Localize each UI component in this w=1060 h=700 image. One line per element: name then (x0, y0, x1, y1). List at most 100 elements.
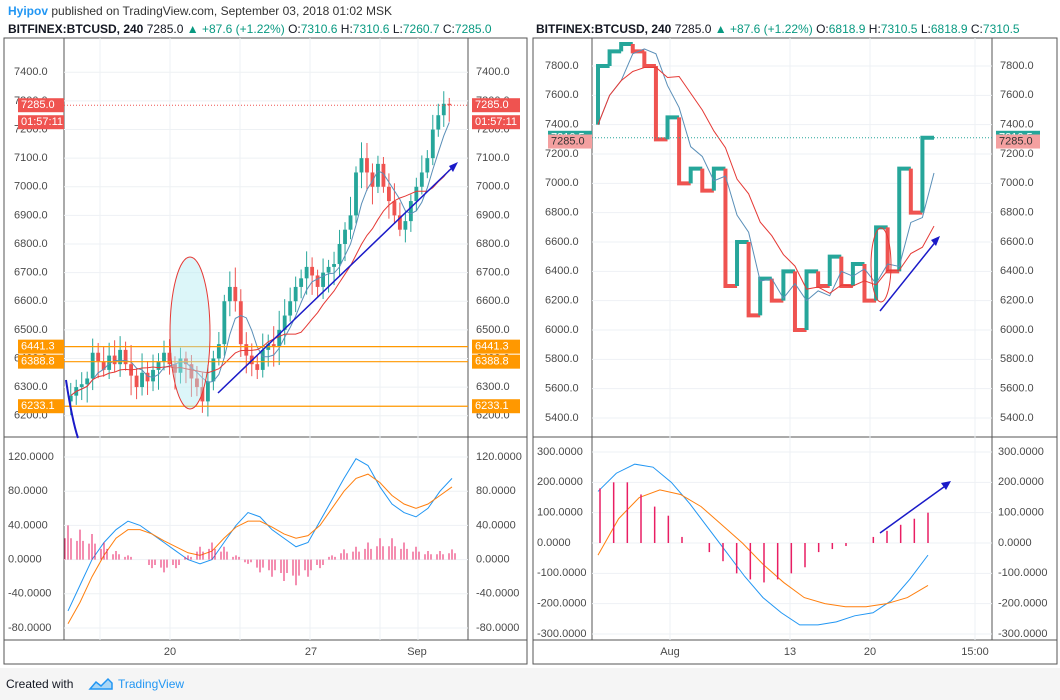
left-osc-tick-left: 40.0000 (8, 519, 48, 531)
renko-step (700, 168, 714, 193)
left-osc-tick-right: 40.0000 (476, 519, 516, 531)
candle-body (277, 329, 282, 348)
candle-body (156, 361, 161, 370)
candle-body (123, 349, 128, 365)
right-price-tick-right: 6400.0 (1000, 265, 1034, 277)
right-osc-main-line (597, 463, 929, 626)
left-price-tick-left: 6800.0 (14, 238, 48, 250)
left-price-pane[interactable] (64, 91, 468, 439)
right-low: 6818.9 (930, 22, 968, 36)
renko-step (607, 49, 622, 66)
candle-body (238, 301, 243, 345)
renko-step (827, 254, 842, 286)
left-price-tick-left: 6700.0 (14, 267, 48, 279)
right-fast-moving-average (597, 48, 935, 302)
candle-body (381, 163, 386, 187)
candle-body (386, 186, 391, 202)
right-osc-tick-left: -100.0000 (537, 567, 587, 579)
candle-body (96, 352, 101, 362)
left-osc-tick-right: -40.0000 (476, 588, 519, 600)
candle-body (376, 163, 380, 187)
right-symbol-header: BITFINEX:BTCUSD, 240 7285.0 ▲ +87.6 (+1.… (536, 22, 1020, 36)
left-level-tag-left-bg (18, 399, 64, 414)
left-price-tick-left: 6600.0 (14, 295, 48, 307)
right-price-tick-left: 6800.0 (545, 207, 579, 219)
right-price-pane[interactable] (592, 42, 992, 332)
candle-body (151, 369, 155, 382)
right-osc-tick-left: -200.0000 (537, 598, 587, 610)
right-last-price: 7285.0 (674, 22, 712, 36)
left-close: 7285.0 (454, 22, 492, 36)
right-last-tag-left: 7285.0 (551, 135, 585, 147)
candle-body (90, 352, 95, 379)
left-symbol[interactable]: BITFINEX:BTCUSD, 240 (8, 22, 144, 36)
candle-body (304, 266, 309, 279)
left-price-tick-left: 6500.0 (14, 324, 48, 336)
candle-body (337, 244, 342, 265)
candle-body (162, 352, 166, 362)
left-level-tag-right: 6233.1 (475, 400, 509, 412)
candle-body (403, 221, 408, 230)
right-price-tick-right: 6000.0 (1000, 324, 1034, 336)
candle-body (167, 352, 172, 365)
osc-main-line (67, 458, 453, 612)
renko-step (792, 271, 807, 332)
highlight-ellipse (169, 256, 211, 410)
candle-body (260, 349, 265, 370)
candle-body (332, 264, 336, 267)
right-oscillator-pane[interactable] (597, 463, 951, 626)
left-countdown-tag-right: 01:57:11 (475, 116, 517, 128)
renko-step (885, 227, 900, 274)
right-last-tag-right: 7285.0 (999, 135, 1033, 147)
candle-body (436, 115, 441, 130)
left-osc-tick-left: 0.0000 (8, 554, 42, 566)
charts-canvas[interactable]: 7400.07400.07300.07300.07200.07200.07100… (0, 0, 1060, 668)
author-name[interactable]: Hyipov (8, 4, 49, 18)
right-grid (592, 38, 992, 640)
candle-body (134, 375, 139, 388)
left-price-tick-right: 6500.0 (476, 324, 510, 336)
candle-body (79, 384, 84, 388)
left-osc-tick-right: -80.0000 (476, 622, 519, 634)
renko-step (653, 66, 668, 142)
left-last-price-tag-left-bg (18, 98, 64, 113)
right-osc-arrow (879, 483, 949, 534)
right-price-tick-left: 7000.0 (545, 177, 579, 189)
right-high: 7310.5 (880, 22, 918, 36)
renko-step (804, 269, 819, 330)
curve-arrow (65, 379, 79, 439)
right-osc-tick-right: -300.0000 (998, 628, 1048, 640)
right-time-tick: 15:00 (961, 646, 989, 658)
left-level-tag-right-bg (472, 339, 520, 354)
right-symbol[interactable]: BITFINEX:BTCUSD, 240 (536, 22, 672, 36)
left-price-tick-right: 6300.0 (476, 381, 510, 393)
candle-body (101, 361, 106, 370)
tradingview-link[interactable]: TradingView (118, 677, 185, 691)
right-price-tick-right: 7600.0 (1000, 89, 1034, 101)
candle-body (326, 266, 331, 273)
right-price-tick-right: 7000.0 (1000, 177, 1034, 189)
candle-body (315, 275, 320, 287)
left-oscillator-pane[interactable] (64, 458, 456, 624)
candle-body (282, 315, 287, 330)
left-last-price-tag-right-bg (472, 98, 520, 113)
tradingview-logo-icon[interactable] (88, 676, 114, 692)
left-open: 7310.6 (300, 22, 338, 36)
candle-body (425, 158, 430, 173)
right-time-tick: 13 (784, 646, 796, 658)
right-change: +87.6 (+1.22%) (729, 22, 813, 36)
left-level-tag-left: 6441.3 (21, 341, 55, 353)
renko-step (816, 271, 830, 288)
right-osc-tick-left: -300.0000 (537, 628, 587, 640)
right-up-arrow-icon: ▲ (714, 22, 727, 36)
candle-body (178, 358, 183, 373)
trend-arrow (217, 164, 456, 394)
candle-body (216, 344, 221, 359)
left-level-tag-right: 6441.3 (475, 341, 509, 353)
candle-body (397, 215, 402, 230)
right-trend-arrow (879, 239, 938, 312)
renko-step (596, 64, 610, 125)
left-osc-tick-left: -40.0000 (8, 588, 51, 600)
candle-body (419, 172, 424, 187)
candle-body (222, 301, 227, 345)
